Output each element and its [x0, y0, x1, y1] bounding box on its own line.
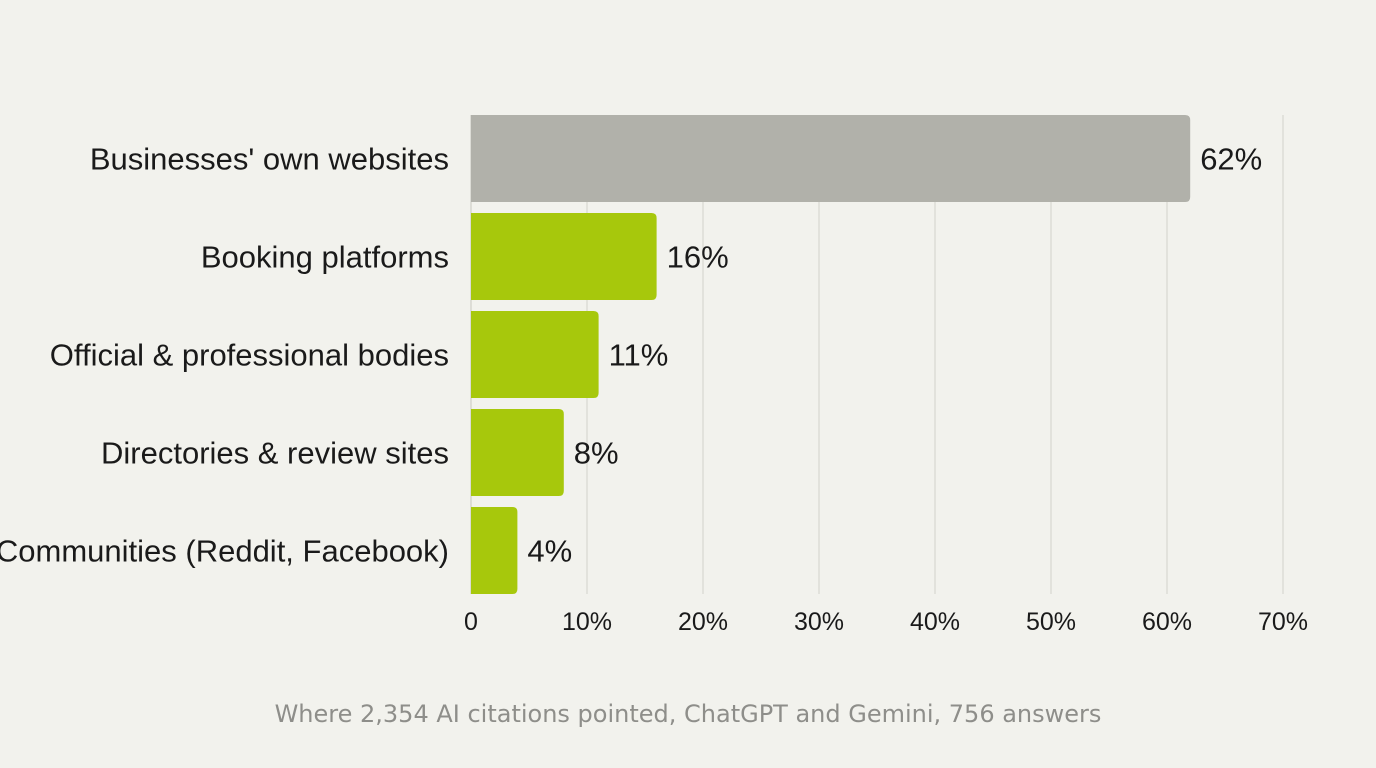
bars — [471, 115, 1191, 594]
category-label: Booking platforms — [201, 240, 449, 275]
value-label: 8% — [574, 436, 619, 471]
x-tick-label: 60% — [1142, 608, 1192, 636]
x-tick-label: 20% — [678, 608, 728, 636]
value-label: 62% — [1200, 142, 1262, 177]
x-tick-label: 0 — [464, 608, 478, 636]
bar — [471, 507, 518, 594]
bar — [471, 115, 1191, 202]
x-tick-label: 40% — [910, 608, 960, 636]
value-label: 11% — [609, 338, 669, 373]
x-tick-label: 70% — [1258, 608, 1308, 636]
category-label: Businesses' own websites — [90, 142, 449, 177]
category-label: Directories & review sites — [101, 436, 449, 471]
value-label: 16% — [667, 240, 729, 275]
x-tick-label: 10% — [562, 608, 612, 636]
chart-caption: Where 2,354 AI citations pointed, ChatGP… — [274, 700, 1102, 728]
category-labels: Businesses' own websites Booking platform… — [0, 142, 449, 569]
bar — [471, 213, 657, 300]
category-label: Official & professional bodies — [50, 338, 449, 373]
category-label: Communities (Reddit, Facebook) — [0, 534, 449, 569]
value-labels: 62% 16% 11% 8% 4% — [527, 142, 1262, 569]
value-label: 4% — [527, 534, 572, 569]
x-tick-label: 50% — [1026, 608, 1076, 636]
bar — [471, 311, 599, 398]
bar-chart: Businesses' own websites Booking platform… — [0, 115, 1308, 636]
bar — [471, 409, 564, 496]
x-axis-ticks: 0 10% 20% 30% 40% 50% 60% 70% — [464, 608, 1308, 636]
x-tick-label: 30% — [794, 608, 844, 636]
